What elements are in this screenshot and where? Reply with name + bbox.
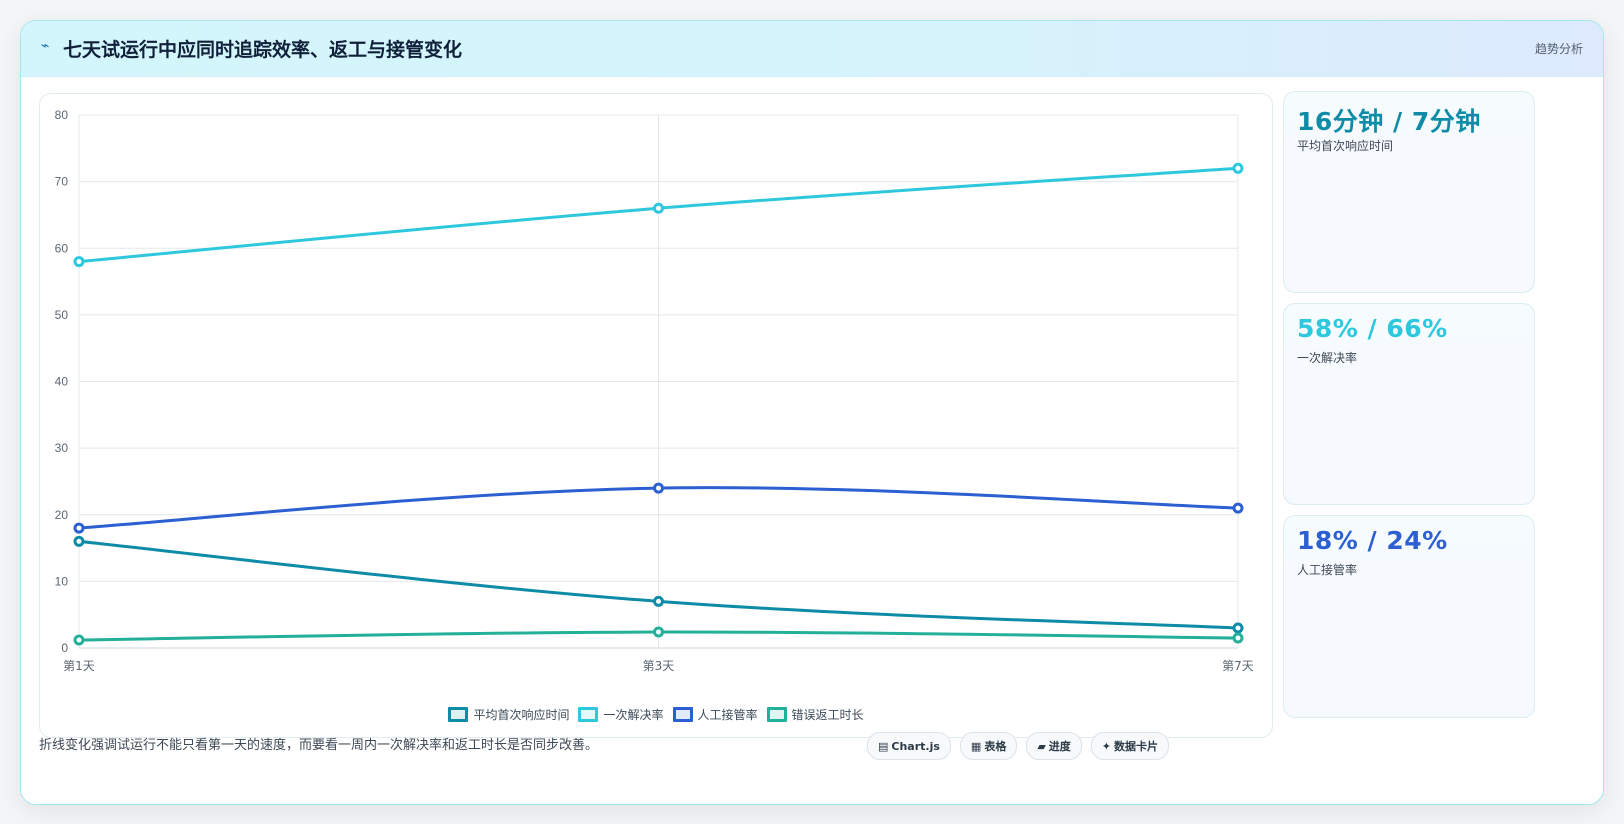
y-tick-label: 50 [55,308,69,322]
legend-label: 一次解决率 [603,708,664,722]
data-point [1232,632,1244,644]
card-title: 七天试运行中应同时追踪效率、返工与接管变化 [63,39,463,61]
stat-value: 16分钟 / 7分钟 [1297,107,1481,136]
stat-label: 人工接管率 [1297,563,1358,577]
stat-card-response-time: 16分钟 / 7分钟 平均首次响应时间 [1283,91,1535,293]
data-card-button[interactable]: ✦ 数据卡片 [1090,732,1170,760]
y-tick-label: 10 [55,574,69,588]
stat-card-takeover-rate: 18% / 24% 人工接管率 [1283,515,1535,718]
x-tick-label: 第1天 [63,659,95,673]
line-chart: 0 10 20 30 40 50 60 70 80 第1天 第3天 第7天 [55,108,1254,673]
tool-label: 数据卡片 [1114,740,1159,753]
chart-card: ⌁ 七天试运行中应同时追踪效率、返工与接管变化 趋势分析 0 10 20 30 40 50… [20,20,1604,805]
chartjs-button[interactable]: ▤ Chart.js [867,732,951,760]
stat-label: 一次解决率 [1297,351,1358,365]
data-point [653,202,664,214]
x-tick-label: 第7天 [1222,659,1254,673]
legend-item[interactable]: 平均首次响应时间 [448,706,569,723]
lightning-icon: ⌁ [41,38,50,54]
stat-label: 平均首次响应时间 [1297,139,1394,153]
y-tick-label: 40 [55,375,69,389]
footer-note: 折线变化强调试运行不能只看第一天的速度，而要看一周内一次解决率和返工时长是否同步… [39,738,599,753]
data-point [73,634,85,646]
y-tick-label: 60 [55,241,69,255]
line-chart-panel: 0 10 20 30 40 50 60 70 80 第1天 第3天 第7天 平均首次响应时间 一次解决率… [39,93,1273,738]
legend-label: 人工接管率 [697,708,758,722]
y-tick-label: 0 [61,641,68,655]
data-point [1232,622,1244,634]
legend-swatch [672,707,693,722]
data-point [653,626,664,638]
legend-item[interactable]: 人工接管率 [672,706,758,723]
progress-icon: ▰ [1037,739,1046,753]
y-tick-label: 70 [55,175,69,189]
sparkle-icon: ✦ [1101,739,1112,753]
data-point [653,482,664,494]
legend-item[interactable]: 错误返工时长 [766,706,864,723]
stat-value: 58% / 66% [1297,314,1448,343]
card-header: ⌁ 七天试运行中应同时追踪效率、返工与接管变化 趋势分析 [21,21,1603,77]
chart-legend: 平均首次响应时间 一次解决率 人工接管率 错误返工时长 [40,706,1272,723]
data-point [73,256,85,268]
data-point [1232,502,1244,514]
data-point [73,535,85,547]
trend-analysis-tag: 趋势分析 [1534,42,1583,56]
data-point [653,595,664,607]
tool-label: 进度 [1048,740,1071,753]
legend-label: 错误返工时长 [791,708,864,722]
legend-swatch [578,707,599,722]
chart-icon: ▤ [878,739,889,753]
table-icon: ▦ [970,739,982,753]
legend-label: 平均首次响应时间 [473,708,570,722]
data-point [73,522,85,534]
legend-swatch [448,707,469,722]
legend-swatch [766,707,787,722]
stat-value: 18% / 24% [1297,526,1448,555]
x-tick-label: 第3天 [643,659,675,673]
tool-label: 表格 [984,740,1007,753]
y-tick-label: 30 [55,441,69,455]
progress-button[interactable]: ▰ 进度 [1026,732,1082,760]
y-tick-label: 20 [55,508,69,522]
data-point [1232,162,1244,174]
view-toolbar: ▤ Chart.js ▦ 表格 ▰ 进度 ✦ 数据卡片 [867,732,1170,760]
stat-card-resolution-rate: 58% / 66% 一次解决率 [1283,303,1535,505]
tool-label: Chart.js [891,739,940,753]
legend-item[interactable]: 一次解决率 [578,706,664,723]
y-tick-label: 80 [55,108,69,122]
table-button[interactable]: ▦ 表格 [959,732,1018,760]
